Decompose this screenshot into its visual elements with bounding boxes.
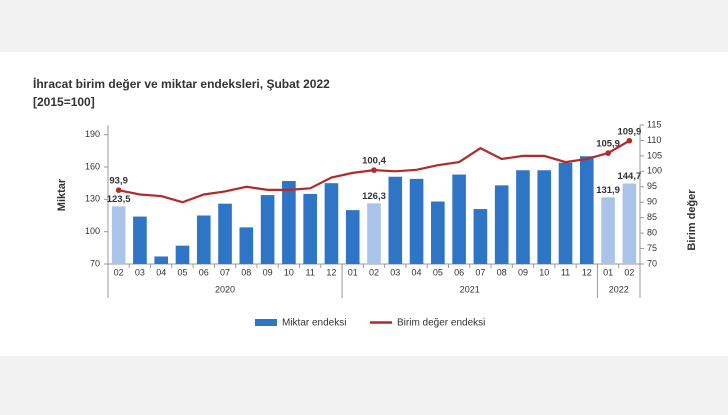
bar bbox=[154, 256, 169, 264]
y2-axis-label: Birim değer bbox=[686, 189, 698, 251]
bar bbox=[494, 185, 509, 264]
bar-value-label: 126,3 bbox=[362, 191, 386, 202]
line-value-label: 105,9 bbox=[596, 139, 620, 150]
x-tick-label: 04 bbox=[412, 267, 422, 277]
bar-value-label: 131,9 bbox=[596, 185, 620, 196]
x-tick-label: 08 bbox=[497, 267, 507, 277]
line-marker bbox=[626, 137, 633, 144]
y-axis-label: Miktar bbox=[56, 178, 68, 211]
group-label: 2022 bbox=[609, 284, 629, 294]
bar bbox=[260, 195, 275, 264]
y-tick-label: 70 bbox=[90, 258, 100, 268]
group-label: 2020 bbox=[215, 284, 235, 294]
y2-tick-label: 100 bbox=[647, 166, 662, 176]
bar bbox=[388, 176, 403, 264]
bar bbox=[175, 245, 190, 264]
x-tick-label: 05 bbox=[177, 267, 187, 277]
bar bbox=[537, 170, 552, 264]
x-tick-label: 12 bbox=[582, 267, 592, 277]
x-tick-label: 07 bbox=[220, 267, 230, 277]
line-value-label: 93,9 bbox=[109, 176, 128, 187]
legend-label: Birim değer endeksi bbox=[397, 318, 485, 329]
x-tick-label: 09 bbox=[263, 267, 273, 277]
bar bbox=[111, 206, 126, 264]
line-marker bbox=[371, 167, 377, 173]
group-label: 2021 bbox=[460, 284, 480, 294]
bar bbox=[345, 210, 360, 264]
x-tick-label: 07 bbox=[475, 267, 485, 277]
x-tick-label: 11 bbox=[561, 267, 570, 277]
y2-tick-label: 75 bbox=[647, 243, 657, 253]
x-tick-label: 11 bbox=[305, 267, 314, 277]
bar bbox=[452, 174, 466, 264]
bar bbox=[324, 183, 339, 264]
x-tick-label: 01 bbox=[603, 267, 613, 277]
line-value-label: 100,4 bbox=[362, 156, 386, 167]
x-tick-label: 05 bbox=[433, 267, 443, 277]
chart-title: İhracat birim değer ve miktar endeksleri… bbox=[33, 76, 330, 91]
x-tick-label: 09 bbox=[518, 267, 528, 277]
bar bbox=[473, 209, 488, 264]
line-value-label: 109,9 bbox=[617, 126, 641, 137]
bar bbox=[558, 162, 573, 264]
legend-swatch bbox=[255, 319, 277, 326]
bar-value-label: 144,7 bbox=[617, 171, 641, 182]
bar bbox=[622, 183, 637, 264]
x-tick-label: 10 bbox=[539, 267, 549, 277]
chart-subtitle: [2015=100] bbox=[33, 95, 95, 109]
x-tick-label: 10 bbox=[284, 267, 294, 277]
bar bbox=[367, 203, 381, 264]
x-tick-label: 03 bbox=[135, 267, 145, 277]
x-tick-label: 01 bbox=[348, 267, 358, 277]
bar-value-label: 123,5 bbox=[107, 194, 131, 205]
y2-tick-label: 115 bbox=[647, 119, 661, 129]
x-tick-label: 02 bbox=[114, 267, 124, 277]
bar bbox=[431, 201, 445, 264]
x-tick-label: 02 bbox=[624, 267, 634, 277]
legend-label: Miktar endeksi bbox=[282, 318, 346, 329]
y-tick-label: 190 bbox=[85, 129, 100, 139]
bar bbox=[601, 197, 615, 264]
y2-tick-label: 80 bbox=[647, 227, 657, 237]
x-tick-label: 12 bbox=[326, 267, 336, 277]
y-tick-label: 100 bbox=[85, 226, 100, 236]
y2-tick-label: 85 bbox=[647, 212, 657, 222]
bar bbox=[409, 178, 424, 264]
y2-tick-label: 90 bbox=[647, 197, 657, 207]
bar bbox=[516, 170, 530, 264]
bar bbox=[239, 227, 254, 264]
bar bbox=[133, 216, 147, 264]
x-tick-label: 06 bbox=[454, 267, 464, 277]
x-tick-label: 06 bbox=[199, 267, 209, 277]
y-tick-label: 130 bbox=[85, 194, 100, 204]
x-tick-label: 04 bbox=[156, 267, 166, 277]
line-marker bbox=[115, 187, 122, 193]
y2-tick-label: 110 bbox=[647, 135, 661, 145]
y2-tick-label: 95 bbox=[647, 181, 657, 191]
y-tick-label: 160 bbox=[85, 161, 100, 171]
y2-tick-label: 70 bbox=[647, 258, 657, 268]
x-tick-label: 02 bbox=[369, 267, 379, 277]
x-tick-label: 03 bbox=[390, 267, 400, 277]
line-marker bbox=[605, 150, 611, 156]
bar bbox=[579, 156, 594, 264]
y2-tick-label: 105 bbox=[647, 150, 662, 160]
bar bbox=[282, 181, 296, 264]
bar bbox=[303, 193, 317, 264]
bar bbox=[196, 215, 211, 264]
x-tick-label: 08 bbox=[241, 267, 251, 277]
bar bbox=[218, 203, 232, 264]
